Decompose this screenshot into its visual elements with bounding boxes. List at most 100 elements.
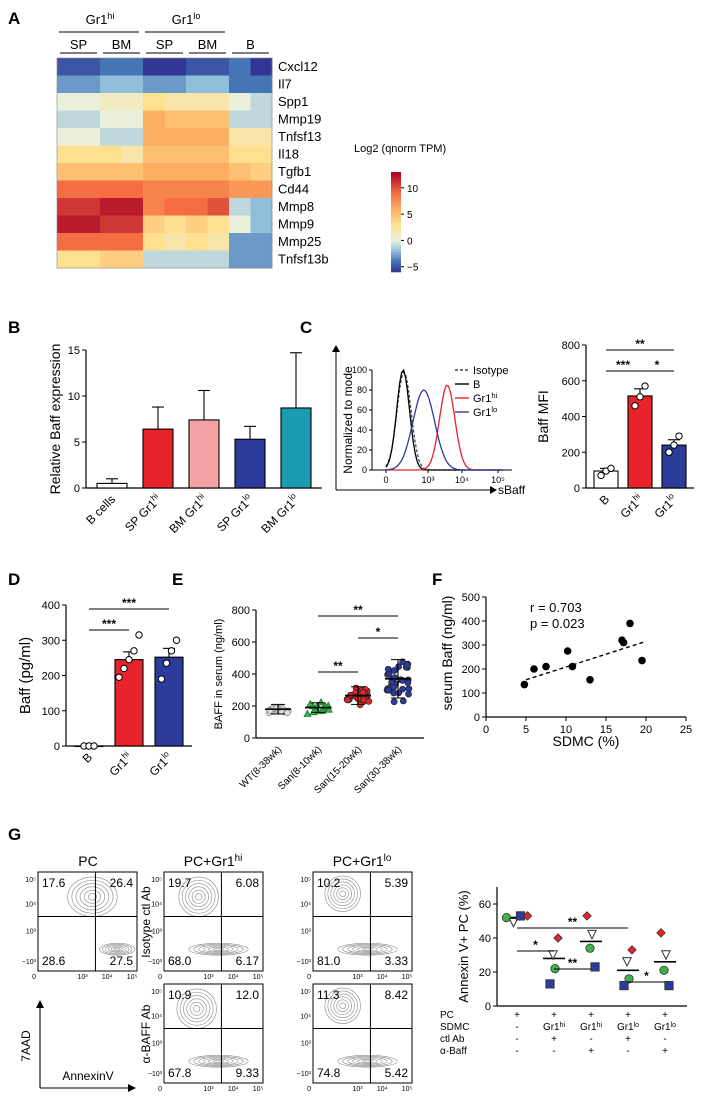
flow-tick-label: 10⁴ <box>25 902 36 909</box>
y-axis-label: Annexin V+ PC (%) <box>456 890 471 1002</box>
heatmap-row-label: Cxcl12 <box>278 59 318 74</box>
x-tick-label: BM Gr1hi <box>165 491 210 536</box>
colorbar-segment <box>391 182 401 185</box>
colorbar-segment <box>391 204 401 208</box>
quadrant-ur-value: 8.42 <box>385 988 409 1002</box>
flow-tick-label: 10⁴ <box>228 974 239 981</box>
data-point <box>626 619 634 628</box>
data-point-triangle <box>660 950 672 961</box>
quadrant-ul-value: 17.6 <box>42 876 66 890</box>
panel-label-b: B <box>8 318 20 337</box>
heatmap-cell <box>186 233 208 251</box>
quadrant-ul-value: 10.2 <box>317 876 341 890</box>
contour-line <box>188 886 209 907</box>
heatmap-cell <box>100 93 122 111</box>
flow-tick-label: 10⁵ <box>253 1086 264 1093</box>
row-label-isotype: Isotype ctl Ab <box>139 886 153 958</box>
contour-line <box>193 1005 201 1013</box>
table-cell-sup: hi <box>560 1022 566 1029</box>
bar <box>154 656 184 747</box>
x-tick-label: 20 <box>640 724 652 736</box>
contour-line <box>208 1058 229 1064</box>
table-cell-base: Gr1 <box>543 1022 560 1033</box>
heatmap-cell <box>207 250 230 269</box>
y-axis-tick-label: 300 <box>42 635 60 647</box>
heatmap-cell <box>78 215 101 234</box>
table-row-label: SDMC <box>440 1022 469 1033</box>
flow-tick-label: 10⁴ <box>151 1014 162 1021</box>
data-point <box>273 704 281 712</box>
row-label-anti-baff: α-BAFF Ab <box>139 1004 153 1063</box>
contour-line <box>198 1056 239 1066</box>
data-point <box>359 689 367 696</box>
table-row-label: PC <box>440 1010 454 1021</box>
colorbar-segment <box>391 187 401 190</box>
data-point <box>607 464 615 473</box>
heatmap-cell <box>250 198 273 216</box>
y-axis-tick-label: 400 <box>232 669 250 681</box>
colorbar-segment <box>391 179 401 183</box>
x-tick-label-sup: hi <box>194 491 206 503</box>
flow-tick-label: 10⁵ <box>127 974 138 981</box>
y-axis-tick-label: 600 <box>232 637 250 649</box>
heatmap-cell <box>143 145 165 164</box>
contour-line <box>203 945 234 953</box>
heatmap-cell <box>229 215 251 234</box>
data-point <box>542 662 550 671</box>
heatmap-cell <box>57 58 79 76</box>
heatmap-group-header-base: Gr1 <box>86 12 108 27</box>
flow-plot-4: 10.9 12.0 67.8 9.33 0 10³ 10⁴ 10⁵ 10⁵ 10⁴ 10³ −10³ <box>148 983 264 1093</box>
heatmap-cell <box>207 110 230 129</box>
colorbar-segment <box>391 194 401 198</box>
sig-gr1lo-ctl-vs-baff-stars: * <box>644 969 649 983</box>
y-axis-tick-label: 800 <box>232 605 250 617</box>
heatmap-cell <box>57 215 79 234</box>
contour-line <box>113 947 121 951</box>
flow-tick-label: −10³ <box>22 959 37 966</box>
contour-line <box>352 1057 383 1065</box>
x-tick-label-base: BM Gr1 <box>258 497 297 536</box>
panel-e-scatter: 0200400600800WT(8-38wk)San(8-10wk)San(15… <box>213 603 424 796</box>
colorbar-segment <box>391 237 401 240</box>
key-y-axis-label: 7AAD <box>19 1030 33 1062</box>
flow-tick-label: 0 <box>158 974 162 981</box>
heatmap-cell <box>121 58 144 76</box>
bar <box>188 419 220 489</box>
heatmap-row-label: Il7 <box>278 77 292 92</box>
data-point-square <box>545 979 555 989</box>
heatmap-cell <box>121 233 144 251</box>
heatmap-cell <box>229 145 251 164</box>
contour-line <box>337 1054 398 1068</box>
heatmap-cell <box>100 180 122 199</box>
data-point <box>157 675 166 683</box>
sig-san8-vs-san15-stars: ** <box>333 659 343 673</box>
colorbar-segment <box>391 219 401 223</box>
flow-tick-label: 10⁴ <box>377 1086 388 1093</box>
contour-line <box>333 884 352 903</box>
panel-label-c: C <box>300 318 312 337</box>
y-axis-label: BAFF in serum (ng/ml) <box>213 619 225 730</box>
quadrant-ll-value: 74.8 <box>317 1066 341 1080</box>
data-point-square <box>619 981 629 991</box>
contour-line <box>342 943 393 955</box>
heatmap-cell <box>100 110 122 129</box>
quadrant-lr-value: 9.33 <box>236 1066 260 1080</box>
heatmap-cell <box>121 180 144 199</box>
heatmap-cell <box>186 128 208 146</box>
heatmap-row-label: Mmp25 <box>278 234 321 249</box>
data-point-circle <box>659 965 669 975</box>
y-axis-tick-label: 200 <box>232 701 250 713</box>
table-cell-base: Gr1 <box>654 1022 671 1033</box>
heatmap-cell <box>207 93 230 111</box>
contour-line <box>189 1001 204 1016</box>
table-cell: - <box>552 1046 555 1057</box>
heatmap-cell <box>186 215 208 234</box>
sig-san8-vs-san30-stars: ** <box>353 603 363 617</box>
flow-tick-label: 10⁵ <box>402 1086 413 1093</box>
table-row-label: α-Baff <box>440 1046 467 1057</box>
heatmap-cell <box>229 93 251 111</box>
data-point <box>125 655 133 664</box>
colorbar-segment <box>391 262 401 265</box>
data-point <box>365 697 373 705</box>
